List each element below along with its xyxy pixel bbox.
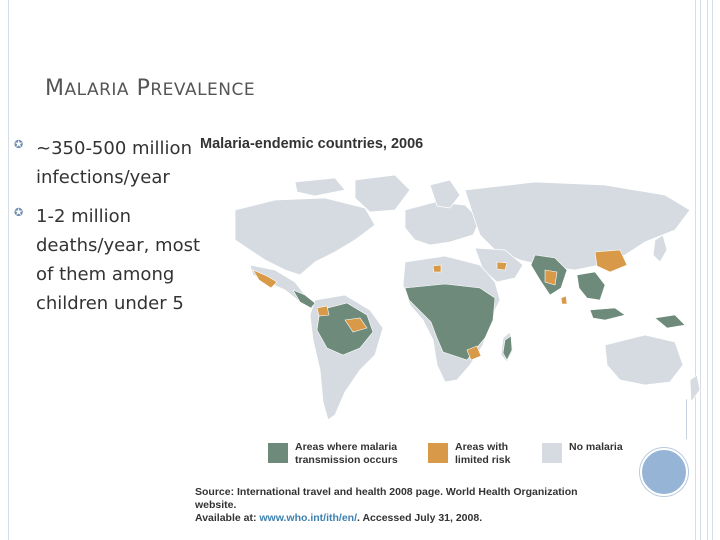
slide-right-rule (700, 0, 708, 540)
legend-swatch (428, 443, 448, 463)
title-cap-2: P (136, 76, 151, 101)
amazon-transmission (316, 302, 374, 356)
china-limited-risk (594, 249, 628, 273)
legend-label: Areas with limited risk (455, 441, 511, 466)
map-source: Source: International travel and health … (195, 486, 615, 525)
bullet-item: ✪ 1-2 million deaths/year, most of them … (14, 202, 204, 318)
brazil-limited-risk (344, 317, 368, 333)
new-zealand (689, 374, 701, 404)
middle-east-limited-risk (496, 261, 508, 271)
japan (652, 234, 668, 263)
north-america (234, 197, 376, 276)
source-suffix: . Accessed July 31, 2008. (357, 512, 483, 524)
title-rest-2: REVALENCE (150, 80, 256, 100)
arctic-islands (294, 177, 346, 197)
legend-label: No malaria (569, 441, 623, 453)
scandinavia (429, 179, 461, 209)
bullet-list: ✪ ~350-500 million infections/year ✪ 1-2… (14, 134, 204, 328)
world-map (234, 174, 701, 421)
bullet-marker-icon: ✪ (14, 138, 24, 151)
mexico-limited-risk (252, 269, 278, 289)
legend-swatch (268, 443, 288, 463)
source-line-2: Available at: www.who.int/ith/en/. Acces… (195, 512, 615, 525)
bullet-marker-icon: ✪ (14, 206, 24, 219)
north-africa-limited-risk (432, 264, 442, 273)
slide-right-rule-thin (712, 0, 713, 540)
bullet-text: 1-2 million deaths/year, most of them am… (36, 206, 201, 314)
south-africa-limited-risk (466, 345, 482, 361)
source-link[interactable]: www.who.int/ith/en/ (259, 512, 357, 524)
source-prefix: Available at: (195, 512, 260, 524)
india-limited-risk (544, 269, 558, 286)
png-transmission (654, 314, 686, 329)
madagascar-transmission (502, 335, 513, 361)
bullet-text: ~350-500 million infections/year (36, 138, 192, 188)
sri-lanka-limited-risk (560, 295, 568, 305)
central-america-transmission (292, 289, 316, 309)
europe (404, 201, 481, 246)
map-legend: Areas where malaria transmission occurs … (268, 440, 668, 474)
australia (604, 334, 684, 386)
colombia-limited-risk (316, 305, 330, 317)
indonesia-transmission (589, 307, 626, 321)
legend-swatch (542, 443, 562, 463)
title-cap-1: M (45, 76, 65, 101)
title-rest-1: ALARIA (64, 80, 130, 100)
slide-decor-circle (640, 448, 688, 496)
slide-frame (8, 0, 696, 540)
map-title: Malaria-endemic countries, 2006 (200, 136, 424, 152)
source-line-1: Source: International travel and health … (195, 486, 578, 511)
slide-title: MALARIA PREVALENCE (45, 76, 255, 101)
africa-transmission (404, 283, 496, 361)
bullet-item: ✪ ~350-500 million infections/year (14, 134, 204, 192)
southeast-asia-transmission (576, 271, 606, 301)
legend-label: Areas where malaria transmission occurs (295, 441, 398, 466)
greenland (354, 174, 411, 213)
